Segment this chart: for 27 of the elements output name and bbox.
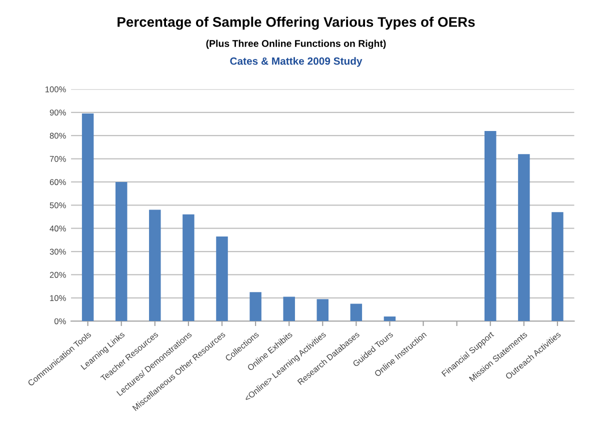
y-tick-label: 60% xyxy=(50,179,66,186)
bar xyxy=(149,210,161,322)
bar xyxy=(350,304,362,322)
y-tick-label: 70% xyxy=(50,156,66,162)
chart-title: Percentage of Sample Offering Various Types of OERs xyxy=(118,16,475,30)
y-tick-label: 20% xyxy=(50,272,66,278)
bar xyxy=(182,214,194,322)
bar xyxy=(82,114,94,322)
y-tick-label: 50% xyxy=(50,202,66,208)
text: Cates & Mattke 2009 Study xyxy=(230,57,362,67)
bar xyxy=(552,212,564,322)
y-tick-label: 40% xyxy=(50,226,66,232)
y-tick-label: 90% xyxy=(50,110,66,116)
y-tick-label: 0% xyxy=(54,318,66,324)
y-tick-label: 10% xyxy=(50,295,66,302)
y-tick-label: 80% xyxy=(50,132,66,139)
bar xyxy=(484,130,496,322)
bar xyxy=(283,296,295,322)
bar xyxy=(250,292,262,322)
chart-subtitle: (Plus Three Online Functions on Right) xyxy=(206,40,386,49)
bar xyxy=(518,154,530,322)
bar xyxy=(115,182,128,322)
y-tick-label: 100% xyxy=(46,86,66,92)
bar xyxy=(216,236,228,322)
y-tick-label: 30% xyxy=(50,248,66,255)
bar xyxy=(384,316,396,322)
bar xyxy=(316,299,329,322)
